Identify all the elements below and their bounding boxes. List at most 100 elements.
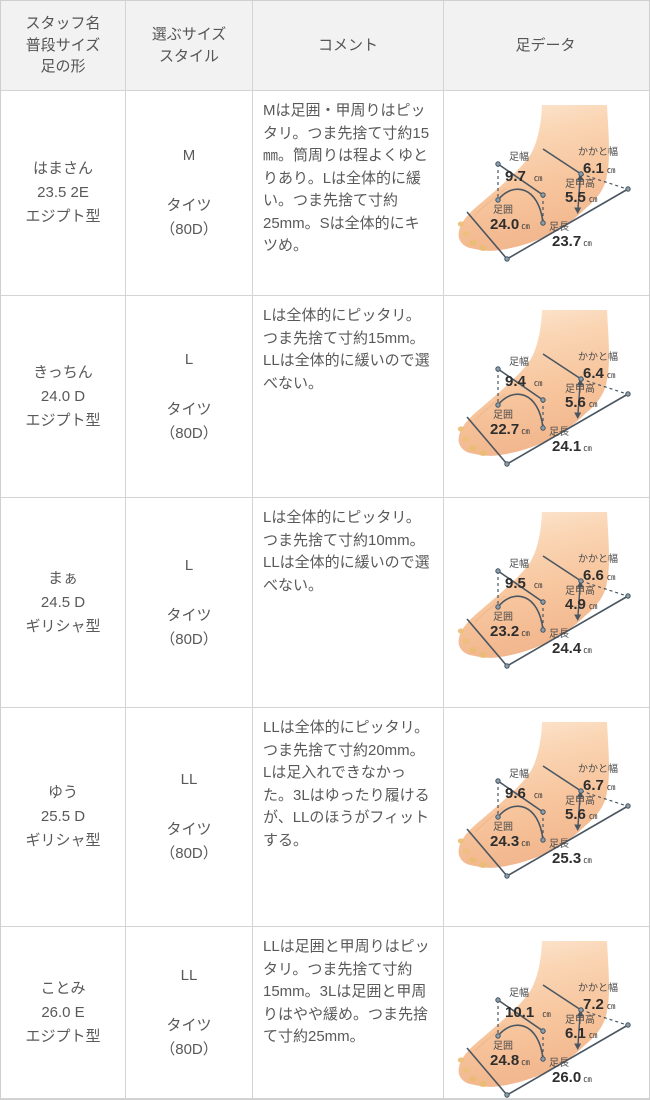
style-name: タイツ <box>166 1016 212 1034</box>
staff-usual-size: 23.5 2E <box>37 184 89 201</box>
style-denier: （80D） <box>160 221 218 238</box>
foot-girth-value: 24.3 ㎝ <box>490 833 530 850</box>
comment-cell: Mは足囲・甲周りはピッタリ。つま先捨て寸約15㎜。筒周りは程よくゆとりあり。Lは… <box>253 91 444 295</box>
heel-width-label: かかと幅 <box>578 981 618 994</box>
instep-height-label: 足甲高 <box>565 794 595 807</box>
foot-length-label: 足長 <box>549 426 569 438</box>
foot-width-label: 足幅 <box>509 355 529 368</box>
measurement-points <box>494 366 631 467</box>
measurement-points <box>494 161 631 262</box>
header-comment: コメント <box>253 1 444 90</box>
instep-arrows <box>573 1010 584 1050</box>
instep-height-value: 6.1 ㎝ <box>565 1025 598 1042</box>
foot-width-value: 9.7 ㎝ <box>505 168 543 185</box>
foot-length-value: 24.1 ㎝ <box>552 438 592 455</box>
foot-width-label: 足幅 <box>509 557 529 570</box>
header-comment-label: コメント <box>317 36 378 54</box>
heel-width-label: かかと幅 <box>578 145 618 158</box>
instep-arrows <box>573 174 584 214</box>
foot-measurement-diagram: 足幅 9.6 ㎝ かかと幅 6.7 ㎝ 足甲高 5.6 ㎝ 足囲 24.3 ㎝ 足長 2… <box>457 722 631 879</box>
foot-width-label: 足幅 <box>509 150 529 163</box>
comment-cell: LLは足囲と甲周りはピッタリ。つま先捨て寸約15mm。3Lは足囲と甲周りはやや緩… <box>253 927 444 1098</box>
foot-girth-label: 足囲 <box>493 821 513 833</box>
foot-measurement-diagram: 足幅 9.7 ㎝ かかと幅 6.1 ㎝ 足甲高 5.5 ㎝ 足囲 24.0 ㎝ 足長 2… <box>457 105 631 262</box>
measurement-lines <box>465 765 628 877</box>
table-row: はまさん 23.5 2E エジプト型 M タイツ （80D） Mは足囲・甲周りは… <box>1 91 649 296</box>
instep-height-label: 足甲高 <box>565 382 595 395</box>
foot-data-cell: 足幅 9.4 ㎝ かかと幅 6.4 ㎝ 足甲高 5.6 ㎝ 足囲 22.7 ㎝ 足長 2… <box>444 296 647 497</box>
chosen-size-cell: LL タイツ （80D） <box>126 708 253 926</box>
foot-width-value: 9.4 ㎝ <box>505 373 543 390</box>
measurement-points <box>494 568 631 669</box>
header-staff: スタッフ名 普段サイズ 足の形 <box>1 1 126 90</box>
foot-length-value: 24.4 ㎝ <box>552 640 592 657</box>
foot-girth-value: 24.8 ㎝ <box>490 1052 530 1069</box>
chosen-size: L <box>184 556 194 574</box>
style-denier: （80D） <box>160 424 218 442</box>
foot-length-label: 足長 <box>549 838 569 850</box>
measurement-lines <box>465 148 628 260</box>
header-size-line2: スタイル <box>158 47 219 65</box>
instep-height-value: 4.9 ㎝ <box>565 596 598 613</box>
instep-arrows <box>573 379 584 419</box>
foot-girth-label: 足囲 <box>493 611 513 623</box>
heel-width-value: 6.6 ㎝ <box>583 567 616 584</box>
staff-foot-shape: ギリシャ型 <box>25 832 101 849</box>
foot-illustration <box>457 941 609 1087</box>
foot-length-label: 足長 <box>549 221 569 233</box>
table-body: はまさん 23.5 2E エジプト型 M タイツ （80D） Mは足囲・甲周りは… <box>1 91 649 1099</box>
foot-girth-value: 22.7 ㎝ <box>490 421 530 438</box>
measurement-lines <box>465 555 628 667</box>
instep-height-value: 5.5 ㎝ <box>565 189 598 206</box>
chosen-size: LL <box>180 771 198 788</box>
header-chosen-size: 選ぶサイズ スタイル <box>126 1 253 90</box>
measurement-points <box>494 778 631 879</box>
instep-height-value: 5.6 ㎝ <box>565 806 598 823</box>
foot-illustration <box>457 105 609 251</box>
foot-girth-label: 足囲 <box>493 204 513 216</box>
foot-length-label: 足長 <box>549 1057 569 1069</box>
comment-text: LLは全体的にピッタリ。つま先捨て寸約20mm。Lは足入れできなかった。3Lはゆ… <box>263 719 430 849</box>
foot-measurement-diagram: 足幅 9.5 ㎝ かかと幅 6.6 ㎝ 足甲高 4.9 ㎝ 足囲 23.2 ㎝ 足長 2… <box>457 512 631 669</box>
chosen-size-cell: L タイツ （80D） <box>126 498 253 707</box>
foot-width-label: 足幅 <box>509 986 529 999</box>
staff-usual-size: 26.0 E <box>41 1003 85 1021</box>
staff-cell: まぁ 24.5 D ギリシャ型 <box>1 498 126 707</box>
foot-width-value: 10.1 ㎝ <box>505 1004 551 1021</box>
comment-text: Mは足囲・甲周りはピッタリ。つま先捨て寸約15㎜。筒周りは程よくゆとりあり。Lは… <box>263 102 430 254</box>
header-foot-data-label: 足データ <box>515 36 576 54</box>
foot-girth-value: 23.2 ㎝ <box>490 623 530 640</box>
comment-cell: Lは全体的にピッタリ。つま先捨て寸約10mm。LLは全体的に緩いので選べない。 <box>253 498 444 707</box>
table-row: きっちん 24.0 D エジプト型 L タイツ （80D） Lは全体的にピッタリ… <box>1 296 649 498</box>
heel-width-value: 6.4 ㎝ <box>583 365 616 382</box>
style-name: タイツ <box>166 400 212 418</box>
chosen-size: LL <box>180 966 198 984</box>
staff-cell: はまさん 23.5 2E エジプト型 <box>1 91 126 295</box>
instep-height-label: 足甲高 <box>565 1013 595 1026</box>
staff-foot-shape: エジプト型 <box>25 208 101 225</box>
staff-foot-shape: ギリシャ型 <box>25 617 101 635</box>
staff-usual-size: 25.5 D <box>40 808 86 825</box>
instep-height-label: 足甲高 <box>565 584 595 597</box>
table-header: スタッフ名 普段サイズ 足の形 選ぶサイズ スタイル コメント 足データ <box>1 1 649 91</box>
staff-foot-shape: エジプト型 <box>25 1027 101 1045</box>
foot-illustration <box>457 310 609 456</box>
staff-name: きっちん <box>33 363 93 381</box>
foot-length-label: 足長 <box>549 628 569 640</box>
foot-illustration <box>457 722 609 868</box>
instep-height-value: 5.6 ㎝ <box>565 394 598 411</box>
heel-width-label: かかと幅 <box>578 350 618 363</box>
staff-usual-size: 24.0 D <box>40 387 86 405</box>
foot-girth-label: 足囲 <box>493 409 513 421</box>
header-foot-data: 足データ <box>444 1 647 90</box>
staff-name: ことみ <box>40 979 86 997</box>
heel-width-value: 7.2 ㎝ <box>583 996 616 1013</box>
comment-text: Lは全体的にピッタリ。つま先捨て寸約10mm。LLは全体的に緩いので選べない。 <box>263 509 430 594</box>
staff-cell: きっちん 24.0 D エジプト型 <box>1 296 126 497</box>
chosen-size-cell: L タイツ （80D） <box>126 296 253 497</box>
staff-name: はまさん <box>32 160 93 177</box>
heel-width-label: かかと幅 <box>578 762 618 775</box>
header-staff-line1: スタッフ名 <box>25 14 101 32</box>
foot-data-cell: 足幅 10.1 ㎝ かかと幅 7.2 ㎝ 足甲高 6.1 ㎝ 足囲 24.8 ㎝ 足長 … <box>444 927 647 1098</box>
